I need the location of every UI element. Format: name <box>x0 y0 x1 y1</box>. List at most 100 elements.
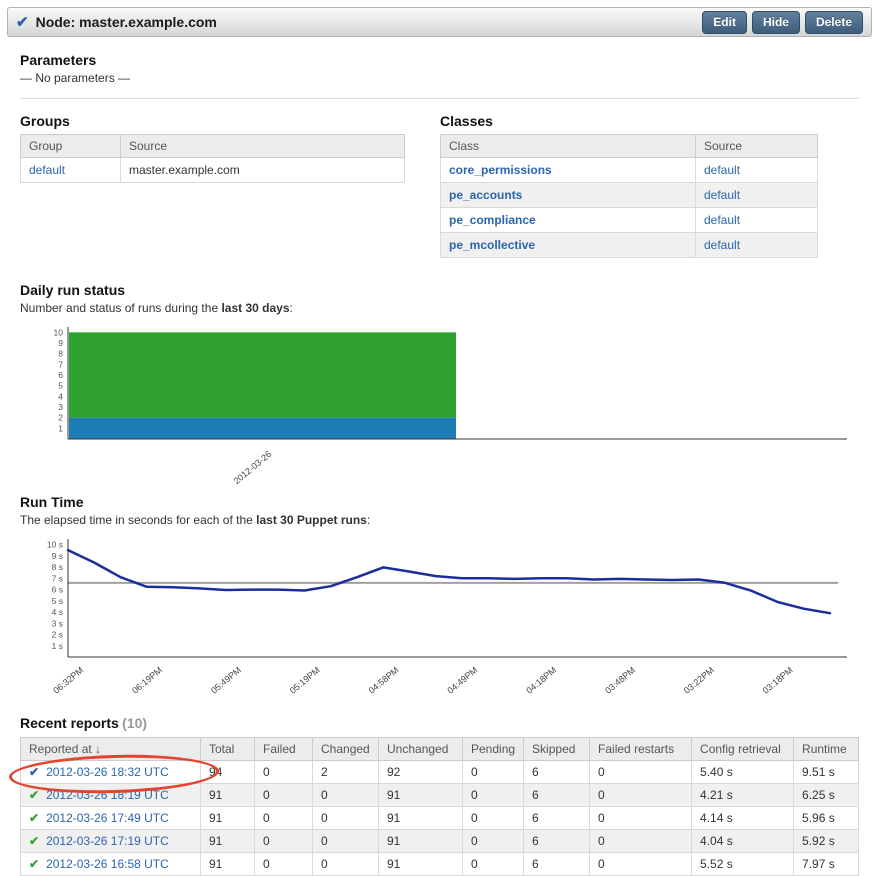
report-link[interactable]: 2012-03-26 17:49 UTC <box>46 811 169 825</box>
class-row: pe_mcollective default <box>440 232 818 258</box>
class-row: pe_accounts default <box>440 182 818 208</box>
svg-text:6: 6 <box>58 370 63 380</box>
report-failed-restarts-cell: 0 <box>589 829 693 853</box>
report-changed-cell: 0 <box>312 783 379 807</box>
report-link[interactable]: 2012-03-26 18:19 UTC <box>46 788 169 802</box>
report-failed-restarts-cell: 0 <box>589 760 693 784</box>
subtitle-bold-text: last 30 Puppet runs <box>256 513 367 527</box>
classes-header-row: Class Source <box>440 134 818 158</box>
svg-text:2: 2 <box>58 413 63 423</box>
svg-text:04:58PM: 04:58PM <box>367 665 401 696</box>
column-label: Failed restarts <box>598 742 675 756</box>
class-link[interactable]: core_permissions <box>449 163 552 177</box>
svg-text:03:48PM: 03:48PM <box>603 665 637 696</box>
report-total-cell: 91 <box>200 783 255 807</box>
svg-text:9: 9 <box>58 338 63 348</box>
group-link[interactable]: default <box>29 163 66 177</box>
report-unchanged-cell: 91 <box>378 806 463 830</box>
svg-text:8: 8 <box>58 349 63 359</box>
parameters-heading: Parameters <box>20 52 97 68</box>
class-source-link[interactable]: default <box>704 213 741 227</box>
reported-at-cell: 2012-03-26 18:19 UTC <box>20 783 201 807</box>
class-source-link[interactable]: default <box>704 238 741 252</box>
report-unchanged-cell: 91 <box>378 852 463 876</box>
report-config-retrieval-cell: 5.40 s <box>691 760 795 784</box>
report-failed-restarts-cell: 0 <box>589 783 693 807</box>
class-source-link[interactable]: default <box>704 163 741 177</box>
report-total-cell: 91 <box>200 852 255 876</box>
daily-run-status-chart: 1 2 3 4 5 6 7 8 9 10 2012-03-26 <box>20 321 859 486</box>
hide-button[interactable]: Hide <box>751 10 800 34</box>
column-label: Total <box>209 742 235 756</box>
svg-text:7: 7 <box>58 359 63 369</box>
classes-heading: Classes <box>440 113 493 129</box>
recent-reports-heading: Recent reports <box>20 715 119 731</box>
svg-text:5: 5 <box>58 381 63 391</box>
svg-text:04:18PM: 04:18PM <box>524 665 558 696</box>
report-unchanged-cell: 92 <box>378 760 463 784</box>
reported-at-cell: 2012-03-26 16:58 UTC <box>20 852 201 876</box>
delete-button[interactable]: Delete <box>804 10 863 34</box>
svg-text:05:19PM: 05:19PM <box>288 665 322 696</box>
run-time-subtitle: The elapsed time in seconds for each of … <box>20 513 859 527</box>
reports-col-changed: Changed <box>312 737 379 761</box>
svg-text:3 s: 3 s <box>52 618 63 628</box>
svg-text:8 s: 8 s <box>52 562 63 572</box>
group-source-cell: master.example.com <box>120 157 405 183</box>
report-pending-cell: 0 <box>461 806 525 830</box>
recent-reports-section: Reported at ↓ Total Failed Changed Unchanged… <box>8 737 859 876</box>
node-detail-page: Parameters — No parameters — Groups Grou… <box>0 52 879 876</box>
report-link[interactable]: 2012-03-26 17:19 UTC <box>46 834 169 848</box>
groups-classes-section: Groups Group Source default master.exampl… <box>20 109 859 258</box>
classes-col-class: Class <box>440 134 696 158</box>
report-link[interactable]: 2012-03-26 16:58 UTC <box>46 857 169 871</box>
column-label: Config retrieval <box>700 742 781 756</box>
reports-col-runtime: Runtime <box>793 737 859 761</box>
no-parameters-text: — No parameters — <box>20 71 131 85</box>
class-link[interactable]: pe_accounts <box>449 188 523 202</box>
reports-header-row: Reported at ↓ Total Failed Changed Unchanged… <box>20 737 859 761</box>
svg-text:05:49PM: 05:49PM <box>209 665 243 696</box>
svg-text:9 s: 9 s <box>52 551 63 561</box>
report-failed-cell: 0 <box>254 806 313 830</box>
report-pending-cell: 0 <box>461 783 525 807</box>
report-skipped-cell: 6 <box>523 829 591 853</box>
section-divider <box>20 98 859 99</box>
svg-text:06:19PM: 06:19PM <box>130 665 164 696</box>
svg-text:4: 4 <box>58 391 63 401</box>
class-source-cell: default <box>695 232 818 258</box>
svg-text:10: 10 <box>54 327 64 337</box>
class-link[interactable]: pe_mcollective <box>449 238 536 252</box>
report-changed-cell: 0 <box>312 852 379 876</box>
report-link[interactable]: 2012-03-26 18:32 UTC <box>46 765 169 779</box>
edit-button[interactable]: Edit <box>702 10 747 34</box>
groups-col-source: Source <box>120 134 405 158</box>
report-runtime-cell: 5.92 s <box>793 829 859 853</box>
daily-run-status-subtitle: Number and status of runs during the las… <box>20 301 859 315</box>
unchanged-status-check-icon <box>29 857 39 871</box>
reports-col-reported-at[interactable]: Reported at ↓ <box>20 737 201 761</box>
report-failed-restarts-cell: 0 <box>589 852 693 876</box>
class-link[interactable]: pe_compliance <box>449 213 536 227</box>
svg-text:04:49PM: 04:49PM <box>445 665 479 696</box>
class-name-cell: pe_accounts <box>440 182 696 208</box>
column-label: Runtime <box>802 742 847 756</box>
report-total-cell: 91 <box>200 806 255 830</box>
column-label: Reported at <box>29 742 92 756</box>
node-header-bar: Node: master.example.com Edit Hide Delet… <box>7 7 872 37</box>
report-config-retrieval-cell: 4.21 s <box>691 783 795 807</box>
svg-text:4 s: 4 s <box>52 607 63 617</box>
report-failed-cell: 0 <box>254 829 313 853</box>
recent-reports-count: (10) <box>122 715 148 731</box>
class-source-link[interactable]: default <box>704 188 741 202</box>
groups-table-body: default master.example.com <box>20 157 405 183</box>
report-total-cell: 94 <box>200 760 255 784</box>
svg-text:2 s: 2 s <box>52 630 63 640</box>
report-runtime-cell: 9.51 s <box>793 760 859 784</box>
column-label: Pending <box>471 742 516 756</box>
